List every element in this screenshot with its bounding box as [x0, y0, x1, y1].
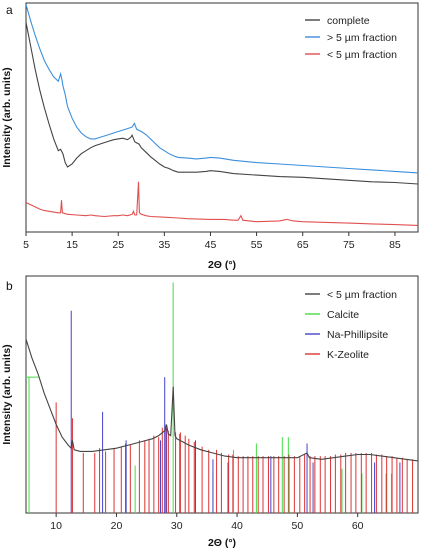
- data-layer: [26, 4, 418, 226]
- legend-label: K-Zeolite: [327, 349, 369, 361]
- x-tick-label: 60: [352, 520, 364, 532]
- legend-label: < 5 µm fraction: [327, 49, 397, 61]
- x-tick-label: 10: [50, 520, 62, 532]
- legend-label: Calcite: [327, 309, 359, 321]
- x-tick-label: 75: [343, 239, 355, 251]
- x-tick-label: 5: [23, 239, 29, 251]
- x-tick-label: 25: [112, 239, 124, 251]
- plot-frame: [25, 2, 419, 233]
- series-2-line: [26, 181, 418, 226]
- panel-b: 10 20 30 40 50 60 2Θ (°) Intensity (arb. units)…: [1, 275, 419, 549]
- legend-label: Na-Phillipsite: [327, 329, 388, 341]
- y-axis-label: Intensity (arb. units): [1, 344, 13, 444]
- plot-frame: [25, 275, 419, 514]
- x-tick-label: 15: [66, 239, 78, 251]
- legend-label: < 5 µm fraction: [327, 289, 397, 301]
- x-tick-label: 55: [251, 239, 263, 251]
- x-tick-label: 65: [297, 239, 309, 251]
- x-axis-label: 2Θ (°): [208, 259, 236, 271]
- x-axis-label: 2Θ (°): [208, 537, 236, 549]
- x-tick-label: 20: [111, 520, 123, 532]
- series-1-line: [26, 4, 418, 174]
- panel-a: 5 15 25 35 45 55 65 75 85 2Θ (°) Intensity (arb. u…: [1, 2, 419, 271]
- legend-label: > 5 µm fraction: [327, 32, 397, 44]
- x-tick-label: 85: [389, 239, 401, 251]
- panel-label: a: [6, 3, 13, 17]
- legend-label: complete: [327, 15, 370, 27]
- x-tick-label: 35: [159, 239, 171, 251]
- x-tick-label: 50: [292, 520, 304, 532]
- x-tick-label: 40: [231, 520, 243, 532]
- x-tick-label: 45: [205, 239, 217, 251]
- y-axis-label: Intensity (arb. units): [1, 67, 13, 167]
- series-0-line: [26, 22, 418, 185]
- panel-label: b: [6, 279, 13, 293]
- series-0-line: [26, 339, 418, 462]
- x-tick-label: 30: [171, 520, 183, 532]
- data-layer: [26, 282, 418, 513]
